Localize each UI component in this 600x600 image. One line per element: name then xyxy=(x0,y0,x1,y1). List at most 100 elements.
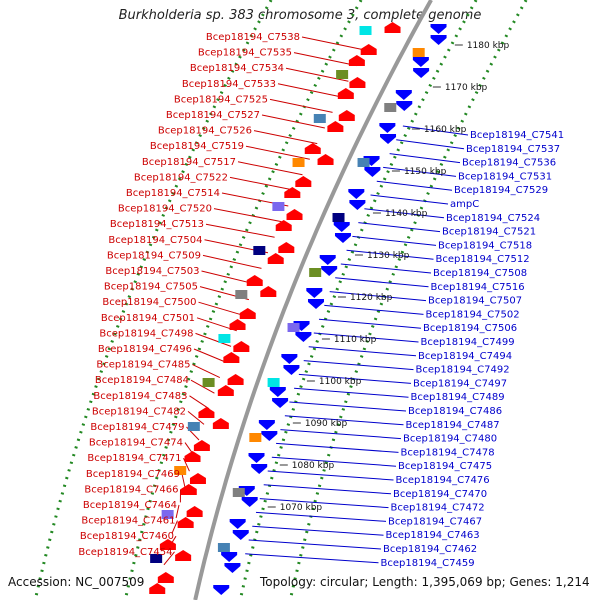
left-leader-line xyxy=(198,301,243,316)
feature-box xyxy=(202,378,215,387)
left-gene-label: Bcep18194_C7533 xyxy=(182,79,276,90)
forward-gene xyxy=(337,88,354,99)
right-leader-line xyxy=(396,139,465,150)
feature-box xyxy=(217,543,230,552)
reverse-gene xyxy=(334,233,351,243)
forward-gene xyxy=(239,308,256,319)
feature-box xyxy=(150,554,163,563)
reverse-gene xyxy=(430,24,447,34)
forward-gene xyxy=(327,121,344,132)
feature-box xyxy=(249,433,262,442)
right-gene-label: Bcep18194_C7487 xyxy=(406,420,500,431)
reverse-gene xyxy=(258,420,275,430)
forward-gene xyxy=(384,22,401,33)
right-leader-line xyxy=(289,401,407,412)
forward-gene xyxy=(246,275,263,286)
right-gene-label: Bcep18194_C7508 xyxy=(433,268,527,279)
right-leader-line xyxy=(298,373,412,384)
feature-box xyxy=(218,334,231,343)
left-gene-label: Bcep18194_C7474 xyxy=(89,438,183,449)
reverse-gene xyxy=(319,255,336,265)
right-gene-label: Bcep18194_C7529 xyxy=(454,185,548,196)
left-leader-line xyxy=(237,161,303,176)
dotted-ring xyxy=(288,0,528,600)
forward-gene xyxy=(175,550,192,561)
kbp-tick-label: 1100 kbp xyxy=(319,377,362,387)
left-gene-label: Bcep18194_C7469 xyxy=(86,469,180,480)
left-gene-label: Bcep18194_C7464 xyxy=(83,500,177,511)
left-gene-label: Bcep18194_C7522 xyxy=(134,172,228,183)
forward-gene xyxy=(184,451,201,462)
right-gene-label: Bcep18194_C7459 xyxy=(381,558,475,569)
feature-box xyxy=(287,323,300,332)
left-gene-label: Bcep18194_C7466 xyxy=(84,484,178,495)
reverse-gene xyxy=(396,101,413,111)
left-gene-label: Bcep18194_C7483 xyxy=(93,391,187,402)
right-gene-label: Bcep18194_C7507 xyxy=(428,296,522,307)
right-gene-label: Bcep18194_C7531 xyxy=(458,171,552,182)
right-gene-label: Bcep18194_C7478 xyxy=(401,447,495,458)
kbp-tick-label: 1140 kbp xyxy=(385,209,428,219)
left-leader-line xyxy=(181,473,186,487)
left-gene-label: Bcep18194_C7500 xyxy=(102,297,196,308)
right-leader-line xyxy=(294,387,409,398)
left-gene-label: Bcep18194_C7534 xyxy=(190,63,284,74)
left-gene-label: Bcep18194_C7484 xyxy=(95,375,189,386)
left-gene-label: Bcep18194_C7504 xyxy=(108,235,202,246)
right-gene-label: Bcep18194_C7512 xyxy=(436,254,530,265)
right-gene-label: ampC xyxy=(450,199,479,210)
left-leader-line xyxy=(193,348,226,363)
forward-gene xyxy=(338,110,355,121)
reverse-gene xyxy=(224,563,241,573)
right-gene-label: Bcep18194_C7537 xyxy=(466,144,560,155)
feature-box xyxy=(292,158,305,167)
reverse-gene xyxy=(229,519,246,529)
right-gene-label: Bcep18194_C7472 xyxy=(391,503,485,514)
kbp-tick-label: 1180 kbp xyxy=(467,41,510,51)
right-leader-line xyxy=(329,291,427,302)
reverse-gene xyxy=(349,200,366,210)
right-gene-label: Bcep18194_C7521 xyxy=(442,227,536,238)
feature-box xyxy=(272,202,285,211)
right-gene-label: Bcep18194_C7492 xyxy=(416,365,510,376)
right-leader-line xyxy=(280,429,402,440)
right-gene-label: Bcep18194_C7518 xyxy=(438,240,532,251)
forward-gene xyxy=(360,44,377,55)
forward-gene xyxy=(304,143,321,154)
left-leader-line xyxy=(261,114,325,129)
right-leader-line xyxy=(267,470,394,481)
left-gene-label: Bcep18194_C7505 xyxy=(104,282,198,293)
left-leader-line xyxy=(245,145,310,160)
right-gene-label: Bcep18194_C7541 xyxy=(470,130,564,141)
forward-gene xyxy=(189,473,206,484)
forward-gene xyxy=(275,220,292,231)
right-gene-label: Bcep18194_C7497 xyxy=(413,378,507,389)
feature-box xyxy=(235,290,248,299)
forward-gene xyxy=(198,407,215,418)
right-gene-label: Bcep18194_C7536 xyxy=(462,158,556,169)
gene-labels: Bcep18194_C7538 Bcep18194_C7535 Bcep18194_… xyxy=(78,32,564,569)
left-leader-line xyxy=(171,520,178,534)
reverse-gene xyxy=(269,387,286,397)
left-gene-label: Bcep18194_C7538 xyxy=(206,32,300,43)
forward-gene xyxy=(348,55,365,66)
left-gene-label: Bcep18194_C7513 xyxy=(110,219,204,230)
dotted-ring xyxy=(238,0,478,600)
reverse-gene xyxy=(364,167,381,177)
right-leader-line xyxy=(318,318,422,329)
left-leader-line xyxy=(189,395,210,410)
kbp-tick-label: 1080 kbp xyxy=(292,461,335,471)
right-gene-label: Bcep18194_C7463 xyxy=(386,530,480,541)
right-leader-line xyxy=(276,442,399,453)
left-gene-label: Bcep18194_C7501 xyxy=(101,313,195,324)
left-gene-label: Bcep18194_C7485 xyxy=(96,360,190,371)
left-leader-line xyxy=(269,98,333,113)
feature-box xyxy=(357,158,370,167)
left-leader-line xyxy=(187,411,205,425)
reverse-gene xyxy=(295,332,312,342)
right-gene-label: Bcep18194_C7462 xyxy=(383,544,477,555)
left-leader-line xyxy=(163,551,175,566)
right-leader-line xyxy=(370,194,449,205)
feature-box xyxy=(161,510,174,519)
left-gene-label: Bcep18194_C7503 xyxy=(105,266,199,277)
